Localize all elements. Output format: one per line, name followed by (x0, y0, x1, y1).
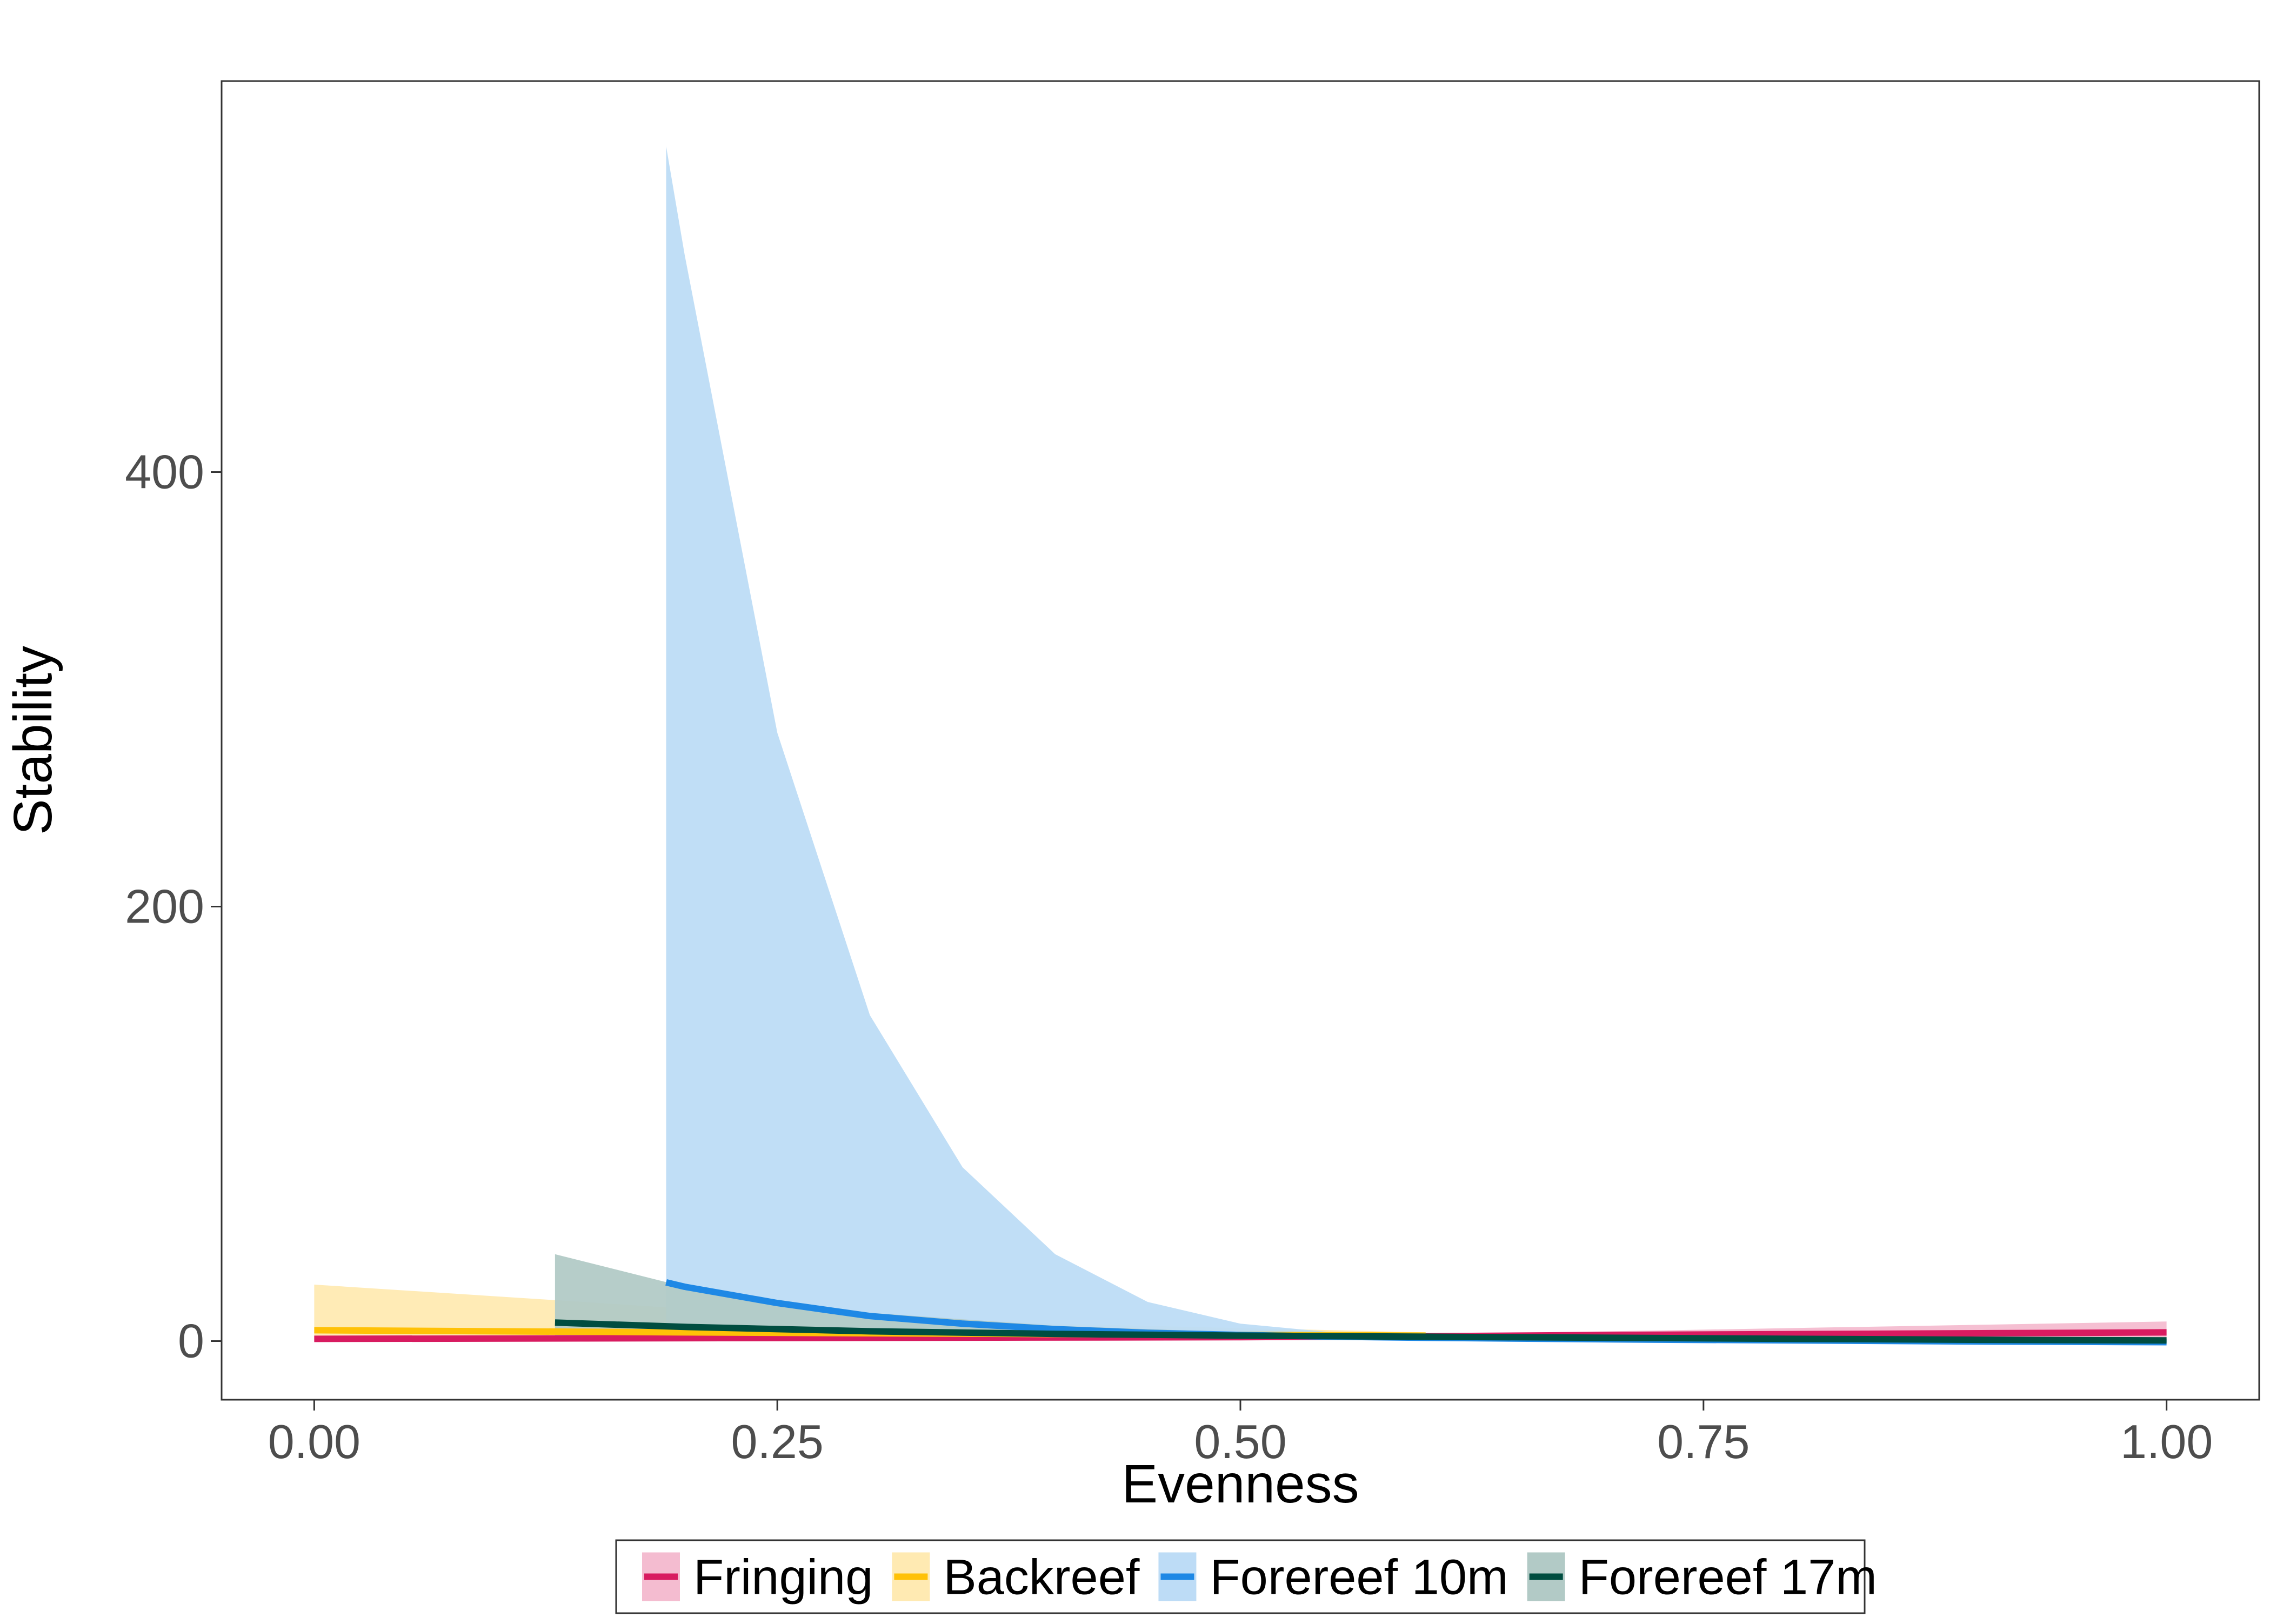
legend-label-fringing: Fringing (693, 1550, 873, 1605)
y-tick-label: 200 (125, 880, 204, 933)
x-tick-label: 0.00 (268, 1415, 360, 1468)
legend-label-forereef-10m: Forereef 10m (1210, 1550, 1508, 1605)
legend: Fringing Backreef Forereef 10m Forereef 17m (615, 1539, 1877, 1614)
y-tick-label: 400 (125, 445, 204, 499)
fitted-lines (314, 1279, 2167, 1346)
x-tick-label: 0.25 (731, 1415, 824, 1468)
band-forereef-10m (666, 146, 2167, 1344)
x-axis-title: Evenness (1121, 1454, 1359, 1514)
legend-box (615, 1539, 1866, 1614)
legend-label-forereef-17m: Forereef 17m (1579, 1550, 1877, 1605)
line-forereef-17m (555, 1319, 2167, 1344)
y-tick-label: 0 (178, 1314, 204, 1367)
x-tick-label: 0.75 (1657, 1415, 1750, 1468)
x-tick-label: 0.50 (1194, 1415, 1286, 1468)
x-axis: 0.00 0.25 0.50 0.75 1.00 (268, 1400, 2213, 1468)
y-axis-title: Stability (3, 646, 63, 835)
y-axis: 0 200 400 (125, 445, 222, 1367)
legend-label-backreef: Backreef (943, 1550, 1139, 1605)
x-tick-label: 1.00 (2120, 1415, 2213, 1468)
